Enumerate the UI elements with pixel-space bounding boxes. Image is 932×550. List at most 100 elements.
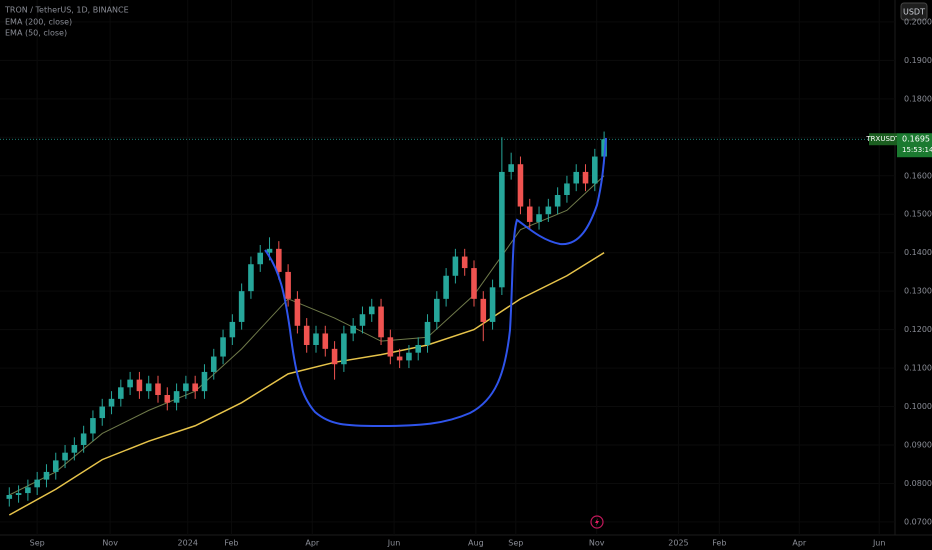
candle-body [480,298,487,322]
candle-body [229,321,236,338]
x-tick-label: Sep [508,539,523,548]
candle-body [71,445,78,453]
candle-body [266,248,273,253]
countdown-label: 15:53:14 [902,146,932,154]
candle-body [536,214,542,222]
candle-body [127,379,133,388]
grid [0,0,895,535]
candle-body [25,487,31,494]
candle-body [313,333,319,345]
candle-body [331,348,338,365]
candle-body [434,298,440,322]
x-tick-label: Feb [712,539,726,548]
y-tick-label: 0.1900 [904,56,932,65]
ema-line [9,175,605,496]
candle-body [99,406,106,419]
y-tick-label: 0.0900 [904,441,932,450]
candle-body [248,264,254,292]
x-tick-label: 2024 [178,539,198,548]
candle-body [136,379,143,392]
plot [0,131,895,516]
candle-body [592,156,598,184]
last-price-label: 0.1695 [902,135,930,144]
x-tick-label: Jun [872,539,886,548]
candle-body [43,471,50,480]
candle-body [118,387,124,399]
candle-body [192,383,198,392]
candle-body [396,356,403,361]
candle-body [489,287,496,322]
candle-body [368,306,375,315]
candle-body [90,418,96,434]
x-tick-label: Nov [102,539,118,548]
legend-entry: EMA (50, close) [5,29,67,38]
ema-line [8,252,605,516]
y-tick-label: 0.0800 [904,479,932,488]
candle-body [471,268,477,299]
candle-body [52,460,59,472]
candle-body [80,433,87,445]
candle-body [601,139,607,157]
candle-body [15,493,22,495]
candle-body [303,325,310,345]
candle-body [406,352,412,361]
y-tick-label: 0.1400 [904,248,932,257]
x-tick-label: Sep [30,539,45,548]
candle-body [210,356,217,372]
candle-body [34,479,40,488]
y-tick-label: 0.1500 [904,210,932,219]
currency-label[interactable]: USDT [903,8,925,17]
x-tick-label: Jun [387,539,401,548]
candle-body [573,171,580,184]
y-tick-label: 0.0700 [904,517,932,526]
candle-body [378,306,384,338]
candle-body [173,391,180,403]
candle-body [6,495,13,499]
price-tag [897,133,932,158]
candle-body [545,206,552,215]
y-tick-label: 0.1100 [904,364,932,373]
candle-body [62,452,68,461]
x-tick-label: Apr [305,539,320,548]
y-tick-label: 0.2000 [904,17,932,26]
x-tick-label: Nov [589,539,605,548]
candle-body [108,398,115,407]
chart-title: TRON / TetherUS, 1D, BINANCE [4,6,129,15]
candle-body [359,314,366,326]
candle-body [554,195,561,207]
candle-body [276,248,282,272]
candle-body [220,337,226,357]
candle-body [285,271,291,299]
candle-body [526,206,533,222]
candle-body [387,337,394,357]
symbol-label: TRXUSDT [865,135,900,143]
x-tick-label: Feb [224,539,238,548]
candle-body [145,383,152,392]
y-tick-label: 0.1300 [904,287,932,296]
y-tick-label: 0.1800 [904,94,932,103]
lightning-icon[interactable] [590,515,604,529]
candle-body [257,252,264,265]
candle-body [238,291,245,322]
y-tick-label: 0.1600 [904,171,932,180]
currency-button[interactable] [900,2,928,21]
candle-body [499,171,505,288]
candle-body [424,321,431,345]
candle-body [155,383,161,395]
x-tick-label: 2025 [668,539,688,548]
candle-body [164,395,171,403]
candle-body [183,383,189,392]
candle-body [452,256,459,276]
candle-body [443,275,449,299]
candle-body [564,183,570,195]
drawn-curve [264,137,607,428]
candle-body [517,164,524,207]
candle-body [294,298,301,326]
candle-body [201,371,208,392]
symbol-tag [869,133,897,146]
y-tick-label: 0.1200 [904,325,932,334]
candle-body [322,333,329,349]
candle-body [350,325,356,334]
legend-entry: EMA (200, close) [5,18,72,27]
